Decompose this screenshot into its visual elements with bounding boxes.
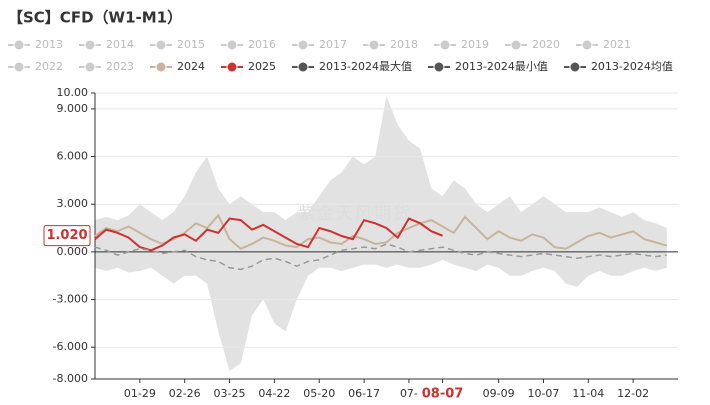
x-tick-label: 06-17 xyxy=(348,387,380,400)
legend-label: 2014 xyxy=(106,38,134,51)
legend-icon-dot xyxy=(569,61,581,73)
legend-icon-dot xyxy=(368,39,380,51)
series-line xyxy=(94,217,443,252)
legend-icon-dot xyxy=(13,39,25,51)
x-tick-label: 12-02 xyxy=(617,387,649,400)
y-tick-label: 0.000 xyxy=(57,245,89,258)
legend-label: 2013-2024最大值 xyxy=(319,59,412,73)
y-tick-label: -6.000 xyxy=(53,340,88,353)
x-tick-label: 02-26 xyxy=(169,387,201,400)
legend-label: 2013-2024均值 xyxy=(591,60,673,73)
legend-icon-dot xyxy=(433,61,445,73)
y-tick-label: -3.000 xyxy=(53,293,88,306)
legend-icon-dot xyxy=(439,39,451,51)
legend-icon-dot xyxy=(510,39,522,51)
legend-icon-dot xyxy=(581,39,593,51)
range-band xyxy=(95,96,667,372)
legend-label: 2017 xyxy=(319,38,347,51)
legend-icon-dot xyxy=(84,39,96,51)
legend-icon-dot xyxy=(155,39,167,51)
legend-label: 2019 xyxy=(461,38,489,51)
value-label-box xyxy=(43,225,91,247)
legend-icon-dot xyxy=(84,61,96,73)
y-tick-label: 3.000 xyxy=(57,197,89,210)
legend-icon-dot xyxy=(155,61,167,73)
legend-label: 2023 xyxy=(106,60,134,73)
x-tick-label: 04-22 xyxy=(258,387,290,400)
series-line xyxy=(94,213,668,250)
legend-label: 2013 xyxy=(35,38,63,51)
value-label: 1.020 xyxy=(46,228,87,243)
x-tick-label: 01-29 xyxy=(124,387,156,400)
y-tick-label: 10.00 xyxy=(57,86,89,99)
series-line xyxy=(94,243,667,271)
legend-icon-dot xyxy=(297,61,309,73)
legend-label: 2016 xyxy=(248,38,276,51)
legend-label: 2022 xyxy=(35,60,63,73)
legend-icon-dot xyxy=(13,61,25,73)
y-tick-label: 9.000 xyxy=(57,102,89,115)
legend-label: 2024 xyxy=(177,60,205,73)
legend-icon-dot xyxy=(297,39,309,51)
legend-label: 2021 xyxy=(603,38,631,51)
x-tick-label: 10-07 xyxy=(527,387,559,400)
y-tick-label: 6.000 xyxy=(57,150,89,163)
chart-title: 【SC】CFD（W1-M1） xyxy=(8,9,182,27)
legend-label: 2020 xyxy=(532,38,560,51)
legend-icon-dot xyxy=(226,61,238,73)
x-tick-label: 11-04 xyxy=(572,387,604,400)
x-tick-label: 07- xyxy=(400,387,418,400)
legend-label: 2018 xyxy=(390,38,418,51)
watermark: 紫金天风期货 xyxy=(298,204,412,224)
legend-icon-dot xyxy=(226,39,238,51)
x-tick-label: 05-20 xyxy=(303,387,335,400)
x-tick-label: 09-09 xyxy=(483,387,515,400)
x-tick-label: 03-25 xyxy=(214,387,246,400)
legend-label: 2013-2024最小值 xyxy=(455,60,548,73)
y-tick-label: -8.000 xyxy=(53,372,88,385)
legend-label: 2015 xyxy=(177,38,205,51)
x-tick-label: 08-07 xyxy=(422,387,464,402)
legend-label: 2025 xyxy=(248,60,276,73)
